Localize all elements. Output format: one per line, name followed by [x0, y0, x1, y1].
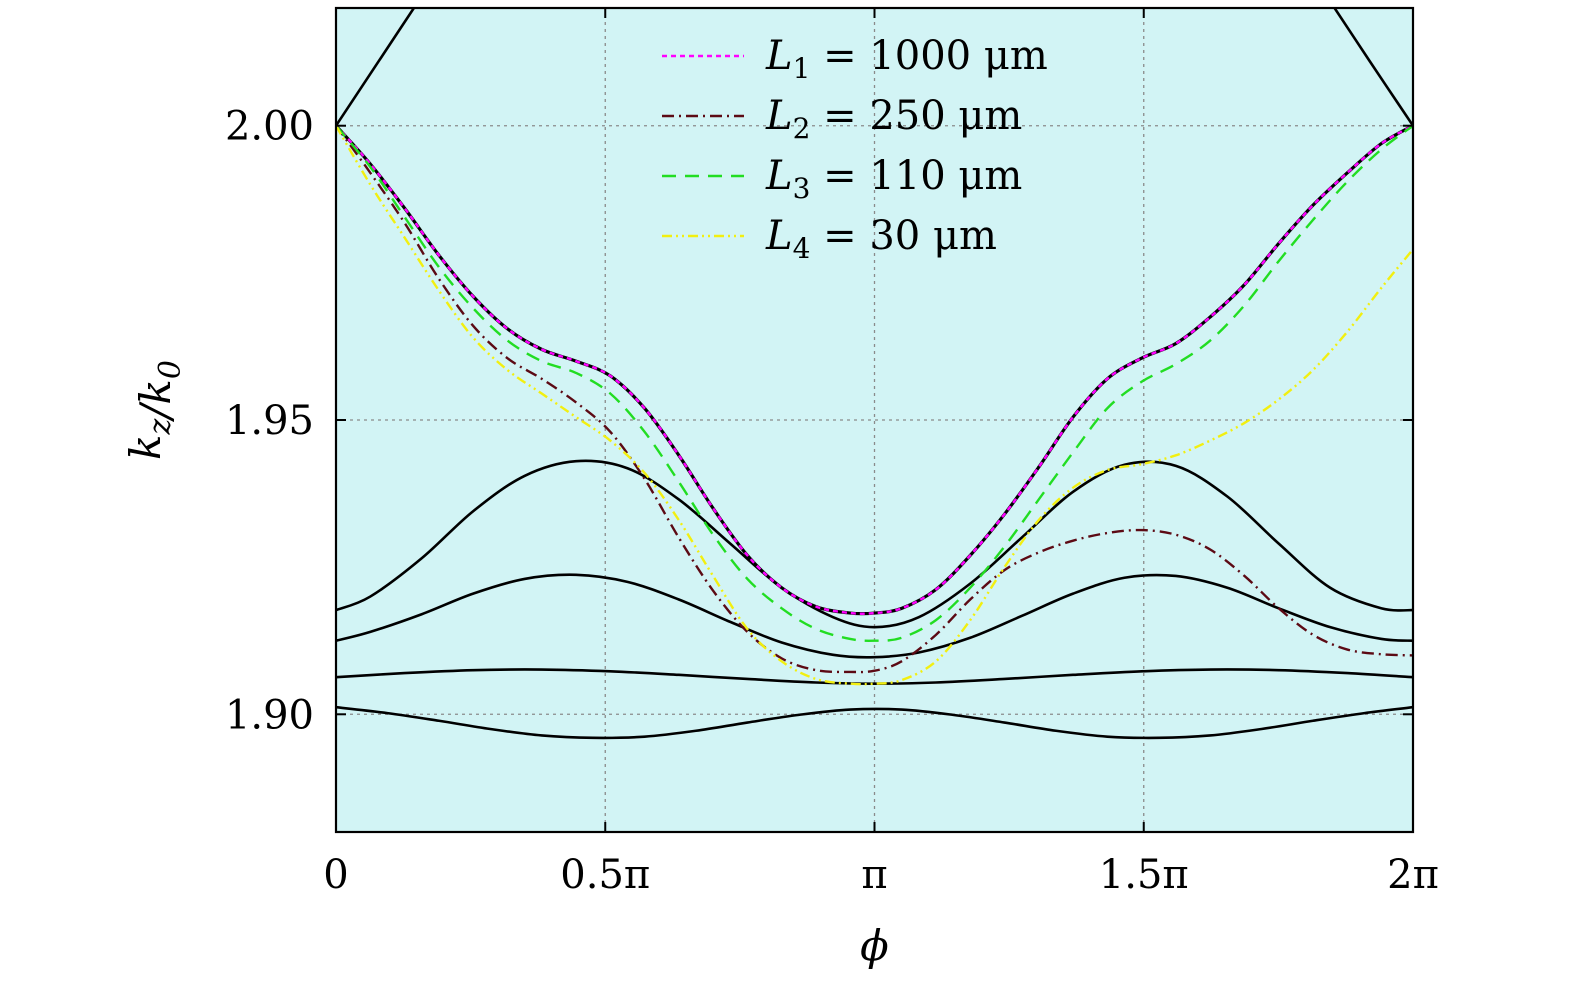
series-band-2	[336, 668, 1413, 685]
series-L2	[336, 125, 1413, 674]
y-label-sub: z	[143, 419, 178, 436]
legend: L1 = 1000 μm L2 = 250 μm L3 = 110 μm L4 = 3…	[662, 33, 1048, 265]
x-tick-label: 0	[323, 852, 348, 898]
x-tick-label: 0.5π	[560, 852, 650, 898]
series-band-top-right	[1332, 8, 1413, 127]
grid	[336, 8, 1413, 832]
x-axis-label: ϕ	[860, 921, 889, 970]
x-tick-label: 1.5π	[1099, 852, 1189, 898]
legend-label: L2 = 250 μm	[765, 93, 1022, 145]
y-label-part: k	[121, 435, 170, 460]
x-tick-label: 2π	[1387, 852, 1439, 898]
legend-entry-L3: L3 = 110 μm	[662, 153, 1022, 205]
legend-entry-L1: L1 = 1000 μm	[662, 33, 1048, 85]
y-tick-label: 2.00	[225, 104, 314, 150]
y-label-sub: 0	[153, 360, 188, 379]
x-tick-label: π	[861, 852, 887, 898]
series-L1	[336, 124, 1413, 615]
series-band-3	[336, 573, 1413, 659]
ticks: 0 0.5π π 1.5π 2π 1.90 1.95 2.00	[225, 8, 1439, 898]
y-tick-label: 1.95	[225, 398, 314, 444]
legend-label: L4 = 30 μm	[765, 213, 997, 265]
series-band-1	[336, 705, 1413, 740]
legend-entry-L4: L4 = 30 μm	[662, 213, 997, 265]
legend-entry-L2: L2 = 250 μm	[662, 93, 1022, 145]
y-label-part: /k	[131, 379, 180, 423]
y-tick-label: 1.90	[225, 692, 314, 738]
legend-label: L1 = 1000 μm	[765, 33, 1048, 85]
series-L3	[336, 124, 1413, 642]
legend-label: L3 = 110 μm	[765, 153, 1022, 205]
y-axis-label: kz/k0	[121, 360, 188, 460]
series-band-4	[336, 459, 1413, 629]
series-band-top-left	[336, 8, 416, 127]
series-layer	[336, 8, 1413, 740]
